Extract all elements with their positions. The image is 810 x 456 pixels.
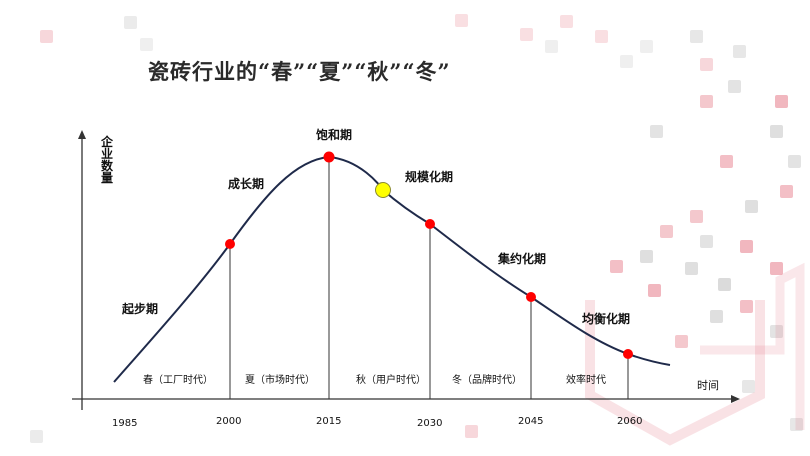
point-2030: [425, 219, 435, 229]
stage-startup: 起步期: [122, 302, 159, 316]
decorative-cube: [718, 278, 731, 291]
x-axis-label: 时间: [697, 379, 719, 392]
background-decoration: [30, 14, 805, 446]
decorative-cube: [620, 55, 633, 68]
decorative-cube: [40, 30, 53, 43]
decorative-cube: [124, 16, 137, 29]
decorative-cube: [733, 45, 746, 58]
decorative-cube: [790, 418, 803, 431]
decorative-cube: [650, 125, 663, 138]
decorative-cube: [690, 210, 703, 223]
y-axis-label: 企业数量: [101, 135, 114, 185]
x-axis-arrow: [731, 395, 740, 403]
point-2015: [323, 151, 335, 163]
stage-saturation: 饱和期: [316, 128, 353, 142]
decorative-cube: [610, 260, 623, 273]
decorative-cube: [560, 15, 573, 28]
decorative-cube: [455, 14, 468, 27]
year-tick: 2045: [518, 416, 544, 427]
decorative-cube: [520, 28, 533, 41]
decorative-cube: [728, 80, 741, 93]
decorative-cube: [745, 200, 758, 213]
decorative-cube: [640, 40, 653, 53]
decorative-h-shape: [700, 262, 805, 430]
point-scale: [375, 182, 391, 198]
decorative-cube: [710, 310, 723, 323]
decorative-cube: [685, 262, 698, 275]
stage-scale: 规模化期: [405, 170, 454, 184]
point-2045: [526, 292, 536, 302]
decorative-cube: [660, 225, 673, 238]
decorative-cube: [742, 380, 755, 393]
decorative-cube: [700, 95, 713, 108]
decorative-cube: [545, 40, 558, 53]
decorative-cube: [780, 185, 793, 198]
year-tick: 2015: [316, 416, 342, 427]
decorative-cube: [690, 30, 703, 43]
decorative-hexagon: [585, 300, 765, 446]
y-axis-arrow: [78, 130, 86, 139]
decorative-cube: [30, 430, 43, 443]
decorative-cube: [788, 155, 801, 168]
era-autumn: 秋（用户时代）: [356, 375, 426, 386]
year-tick: 2000: [216, 416, 242, 427]
year-tick: 1985: [112, 418, 138, 429]
year-tick: 2030: [417, 418, 443, 429]
decorative-cube: [700, 58, 713, 71]
stage-growth: 成长期: [228, 177, 265, 191]
decorative-cube: [770, 325, 783, 338]
decorative-cube: [140, 38, 153, 51]
era-winter: 冬（品牌时代）: [452, 375, 522, 386]
stage-intensive: 集约化期: [498, 252, 547, 266]
decorative-cube: [595, 30, 608, 43]
decorative-cube: [740, 300, 753, 313]
era-efficiency: 效率时代: [566, 375, 606, 386]
decorative-cube: [648, 284, 661, 297]
era-summer: 夏（市场时代）: [245, 375, 315, 386]
point-2000: [225, 239, 235, 249]
decorative-cube: [675, 335, 688, 348]
decorative-cube: [700, 235, 713, 248]
page-title: 瓷砖行业的“春”“夏”“秋”“冬”: [148, 59, 451, 84]
year-tick: 2060: [617, 416, 643, 427]
decorative-cube: [720, 155, 733, 168]
decorative-cube: [740, 240, 753, 253]
decorative-cube: [465, 425, 478, 438]
decorative-cube: [770, 262, 783, 275]
decorative-cube: [640, 250, 653, 263]
decorative-cube: [775, 95, 788, 108]
era-spring: 春（工厂时代）: [143, 375, 213, 386]
point-2060: [623, 349, 633, 359]
stage-balance: 均衡化期: [582, 312, 631, 326]
decorative-cube: [770, 125, 783, 138]
